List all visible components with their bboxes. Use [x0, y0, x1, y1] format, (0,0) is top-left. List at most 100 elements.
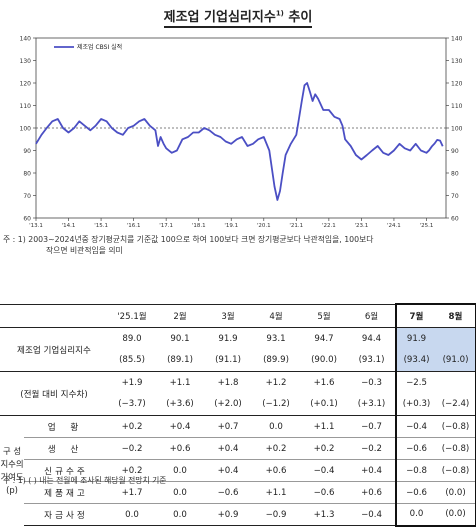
cell: +1.1: [156, 371, 204, 394]
y-tick-label-right: 80: [451, 171, 459, 178]
col-header: '25.1월: [108, 303, 156, 328]
col-header: 5월: [300, 303, 348, 328]
x-tick-label: '24.1: [387, 223, 401, 229]
y-tick-label-right: 110: [451, 103, 463, 110]
cell: 0.0: [395, 503, 436, 527]
cell: (91.0): [436, 349, 476, 372]
x-tick-label: '14.1: [62, 223, 76, 229]
table-row: 생 산 −0.2 +0.6 +0.4 +0.2 +0.2 −0.2 −0.6 (…: [0, 437, 476, 460]
chart-footnote-2: 작으면 비관적임을 의미: [46, 246, 123, 255]
col-header: 4월: [252, 303, 300, 328]
col-header: 3월: [204, 303, 252, 328]
cell: 93.1: [266, 333, 286, 344]
cell: 90.1: [170, 333, 190, 344]
y-tick-label-right: 100: [451, 126, 463, 133]
x-tick-label: '20.1: [257, 223, 271, 229]
cell: 89.0: [122, 333, 142, 344]
cell: (−3.7): [118, 399, 146, 410]
cell: 0.0: [156, 503, 204, 526]
table-footnote: 주 : 1) ( ) 내는 전월에 조사된 해당월 전망치 기준: [3, 476, 167, 485]
x-tick-label: '22.1: [322, 223, 336, 229]
chart-title: 제조업 기업심리지수1) 추이: [0, 6, 476, 28]
table-row: (85.5) (89.1) (91.1) (89.9) (90.0) (93.1…: [0, 349, 476, 372]
table-row: (−3.7) (+3.6) (+2.0) (−1.2) (+0.1) (+3.1…: [0, 393, 476, 416]
cell: −2.5: [395, 371, 436, 394]
col-header-jul: 7월: [395, 303, 436, 328]
cell: (89.9): [263, 355, 289, 366]
cell: +0.6: [348, 481, 396, 504]
y-tick-label-right: 70: [451, 193, 459, 200]
row-label-mom: (전월 대비 지수차): [0, 371, 108, 416]
cell: [436, 371, 476, 394]
cell: (+3.1): [357, 399, 386, 410]
cell: +0.4: [204, 437, 252, 460]
cell: −0.6: [395, 481, 436, 504]
cell: (91.1): [215, 355, 241, 366]
cell: +1.1: [300, 415, 348, 438]
col-header: 2월: [156, 303, 204, 328]
header-blank: [0, 303, 108, 328]
row-label-contrib: 자금사정: [24, 503, 108, 526]
cell: +0.7: [204, 415, 252, 438]
group-line: 지수의: [0, 458, 24, 469]
y-tick-label: 100: [20, 126, 32, 133]
title-footnote-mark: 1): [275, 9, 284, 18]
x-tick-label: '18.1: [192, 223, 206, 229]
cell: +0.2: [252, 437, 300, 460]
cell: (85.5): [119, 355, 145, 366]
cell: +0.2: [108, 415, 156, 438]
row-label-contrib: 업 황: [24, 415, 108, 438]
cell: (90.0): [311, 355, 337, 366]
cell: +1.3: [300, 503, 348, 526]
y-tick-label: 80: [23, 171, 31, 178]
cell: +1.8: [204, 371, 252, 394]
x-tick-label: '23.1: [355, 223, 369, 229]
cell: (+0.3): [395, 393, 436, 416]
title-text: 제조업 기업심리지수: [163, 10, 276, 25]
cell: (−1.2): [262, 399, 290, 410]
row-label-contrib: 생 산: [24, 437, 108, 460]
y-tick-label-right: 120: [451, 81, 463, 88]
y-tick-label: 110: [20, 103, 32, 110]
cell: −0.8: [395, 459, 436, 482]
x-tick-label: '16.1: [127, 223, 141, 229]
cell: −0.6: [204, 481, 252, 504]
cell: −0.3: [348, 371, 396, 394]
table-row: (전월 대비 지수차) +1.9 +1.1 +1.8 +1.2 +1.6 −0.…: [0, 371, 476, 416]
series-line-cbsi: [35, 82, 444, 201]
y-tick-label: 140: [20, 36, 32, 43]
y-tick-label: 60: [23, 216, 31, 223]
cell: −0.9: [252, 503, 300, 526]
cell: (89.1): [167, 355, 193, 366]
y-tick-label: 90: [23, 148, 31, 155]
cbsi-line-chart: 60 60 70 70 80 80 90 90 100 100 110 110 120 120 130 130…: [20, 36, 463, 230]
cell: (+3.6): [166, 399, 194, 410]
cell: (0.0): [436, 503, 476, 527]
cell: −0.4: [300, 459, 348, 482]
x-tick-label: '17.1: [159, 223, 173, 229]
x-tick-label: '19.1: [224, 223, 238, 229]
cbsi-table: '25.1월 2월 3월 4월 5월 6월 7월 8월 제조업 기업심리지수 8…: [0, 303, 476, 527]
cell: −0.4: [348, 503, 396, 526]
x-tick-label: '21.1: [289, 223, 303, 229]
group-line: 기여도: [0, 471, 24, 482]
cell: 91.9: [218, 333, 238, 344]
cell: +0.9: [204, 503, 252, 526]
col-header: 6월: [348, 303, 396, 328]
table-row: 자금사정 0.0 0.0 +0.9 −0.9 +1.3 −0.4 0.0 (0.…: [0, 503, 476, 527]
y-tick-label-right: 90: [451, 148, 459, 155]
table-row: 신규수주 +0.2 0.0 +0.4 +0.6 −0.4 +0.4 −0.8 (…: [0, 459, 476, 482]
x-tick-label: '25.1: [420, 223, 434, 229]
cell: 94.7: [314, 333, 334, 344]
cell: (+2.0): [214, 399, 242, 410]
cell: (−0.8): [436, 459, 476, 482]
y-tick-label-right: 140: [451, 36, 463, 43]
title-suffix: 추이: [283, 10, 313, 25]
legend-label: 제조업 CBSI 실적: [77, 43, 122, 51]
y-tick-label: 120: [20, 81, 32, 88]
cell: 94.4: [361, 333, 382, 344]
y-tick-label: 70: [23, 193, 31, 200]
cell: +1.6: [300, 371, 348, 394]
cell: [436, 327, 476, 350]
cell: 91.9: [395, 327, 436, 350]
